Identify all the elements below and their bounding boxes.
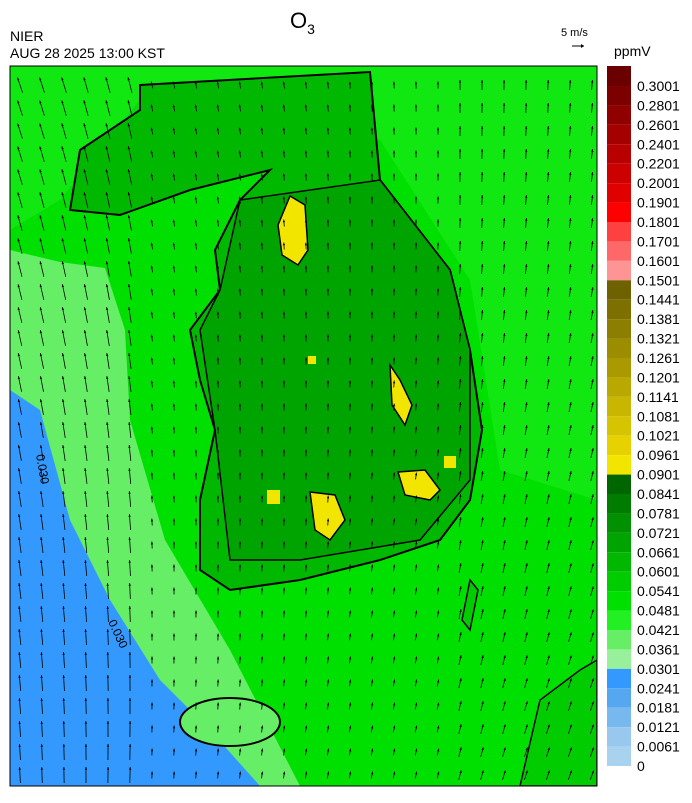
colorbar-label: 0.1441 (637, 292, 680, 308)
colorbar-swatch (607, 261, 631, 280)
colorbar-swatch (607, 144, 631, 163)
colorbar-swatch (607, 436, 631, 455)
colorbar-label: 0.1801 (637, 214, 680, 230)
colorbar-swatch (607, 203, 631, 222)
colorbar-swatch (607, 66, 631, 86)
colorbar-label: 0.2201 (637, 156, 680, 172)
map: 0.030 0.030 (10, 66, 597, 786)
colorbar-label: 0.2601 (637, 117, 680, 133)
colorbar-label: 0.2001 (637, 175, 680, 191)
colorbar-swatch (607, 164, 631, 183)
colorbar-swatch (607, 222, 631, 241)
colorbar-unit: ppmV (614, 43, 651, 59)
colorbar-label: 0.0721 (637, 525, 680, 541)
colorbar-label: 0.0061 (637, 739, 680, 755)
colorbar-label: 0.1381 (637, 311, 680, 327)
colorbar-swatch (607, 416, 631, 435)
colorbar-label: 0.0841 (637, 486, 680, 502)
colorbar-label: 0.1701 (637, 233, 680, 249)
colorbar-swatch (607, 455, 631, 474)
colorbar-label: 0.0301 (637, 661, 680, 677)
colorbar-swatch (607, 183, 631, 202)
colorbar-swatch (607, 475, 631, 494)
colorbar-label: 0.0421 (637, 622, 680, 638)
wind-scale-label: 5 m/s (561, 27, 588, 39)
title-subscript: 3 (307, 21, 315, 37)
colorbar-label: 0.0121 (637, 719, 680, 735)
colorbar-swatch (607, 669, 631, 688)
colorbar-label: 0.0781 (637, 505, 680, 521)
high-ozone-area (444, 456, 456, 468)
colorbar-swatch (607, 591, 631, 610)
colorbar-label: 0.1201 (637, 369, 680, 385)
colorbar-swatch (607, 319, 631, 338)
colorbar-label: 0.1021 (637, 428, 680, 444)
agency: NIER (10, 28, 43, 44)
colorbar-label: 0.1081 (637, 408, 680, 424)
colorbar-label: 0.0961 (637, 447, 680, 463)
colorbar-swatch (607, 552, 631, 571)
colorbar-swatch (607, 86, 631, 105)
colorbar-swatch (607, 630, 631, 649)
colorbar-swatch (607, 533, 631, 552)
colorbar-swatch (607, 358, 631, 377)
colorbar-label: 0.1261 (637, 350, 680, 366)
colorbar-swatch (607, 572, 631, 591)
title-base: O (290, 8, 307, 33)
colorbar-label: 0.1321 (637, 331, 680, 347)
colorbar-label: 0.0481 (637, 603, 680, 619)
colorbar-label: 0.0901 (637, 467, 680, 483)
colorbar-label: 0.2401 (637, 136, 680, 152)
colorbar-swatch (607, 105, 631, 124)
timestamp: AUG 28 2025 13:00 KST (10, 45, 165, 61)
colorbar-label: 0.1501 (637, 272, 680, 288)
colorbar-label: 0.1901 (637, 195, 680, 211)
colorbar-swatch (607, 125, 631, 144)
colorbar-swatch (607, 494, 631, 513)
high-ozone-area (267, 490, 280, 504)
colorbar-swatch (607, 241, 631, 260)
colorbar-swatch (607, 611, 631, 630)
colorbar-label: 0.2801 (637, 97, 680, 113)
colorbar-label: 0.0181 (637, 700, 680, 716)
colorbar-label: 0.1141 (637, 389, 679, 405)
colorbar-swatch (607, 397, 631, 416)
colorbar-swatch (607, 688, 631, 707)
colorbar-label: 0 (637, 758, 645, 774)
colorbar-label: 0.0601 (637, 564, 680, 580)
colorbar-swatch (607, 300, 631, 319)
colorbar-swatch (607, 513, 631, 532)
colorbar-label: 0.3001 (637, 78, 680, 94)
colorbar-swatch (607, 649, 631, 668)
colorbar-label: 0.0241 (637, 680, 680, 696)
colorbar-label: 0.0361 (637, 641, 680, 657)
high-ozone-area (308, 356, 316, 364)
colorbar-swatch (607, 747, 631, 766)
wind-scale-arrowhead (581, 44, 584, 48)
colorbar-swatch (607, 727, 631, 746)
title: O3 (290, 8, 315, 37)
colorbar-swatch (607, 708, 631, 727)
colorbar-swatch (607, 377, 631, 396)
colorbar-label: 0.1601 (637, 253, 680, 269)
colorbar-label: 0.0661 (637, 544, 680, 560)
colorbar: 0.3001 0.2801 0.2601 0.2401 0.2201 0.2001 0.19… (607, 66, 680, 774)
colorbar-label: 0.0541 (637, 583, 680, 599)
colorbar-swatch (607, 280, 631, 299)
colorbar-swatch (607, 339, 631, 358)
